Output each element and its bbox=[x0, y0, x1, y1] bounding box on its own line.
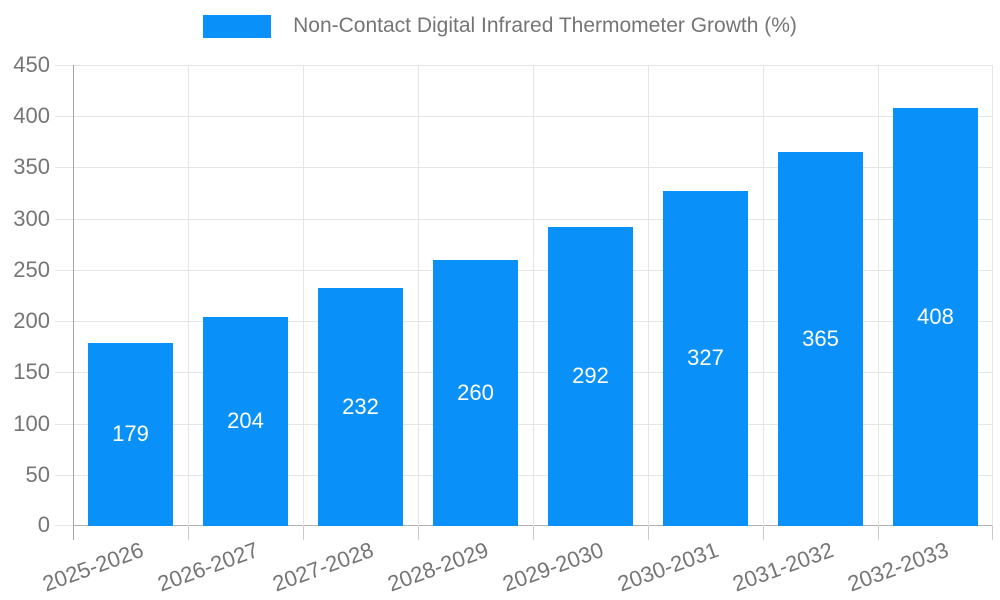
x-axis-label: 2029-2030 bbox=[499, 537, 608, 597]
h-gridline bbox=[73, 116, 993, 118]
x-tick-mark bbox=[533, 526, 534, 540]
legend[interactable]: Non-Contact Digital Infrared Thermometer… bbox=[0, 14, 1000, 38]
y-axis-label: 300 bbox=[13, 205, 50, 231]
bar-value-label: 365 bbox=[802, 326, 839, 352]
y-axis-label: 250 bbox=[13, 256, 50, 282]
y-axis-label: 200 bbox=[13, 308, 50, 334]
y-tick-mark bbox=[55, 474, 73, 476]
bar-value-label: 179 bbox=[112, 421, 149, 447]
x-axis-label: 2030-2031 bbox=[614, 537, 723, 597]
y-axis-label: 50 bbox=[25, 461, 50, 487]
x-axis-label: 2025-2026 bbox=[39, 537, 148, 597]
v-gridline bbox=[763, 65, 764, 526]
bar-value-label: 204 bbox=[227, 408, 264, 434]
x-tick-mark bbox=[763, 526, 764, 540]
y-tick-mark bbox=[55, 423, 73, 425]
h-gridline bbox=[73, 65, 993, 66]
x-tick-mark bbox=[878, 526, 879, 540]
x-axis-label: 2027-2028 bbox=[269, 537, 378, 597]
v-gridline bbox=[418, 65, 419, 526]
y-tick-mark bbox=[55, 269, 73, 271]
y-axis-label: 150 bbox=[13, 359, 50, 385]
y-tick-mark bbox=[55, 525, 73, 526]
y-tick-mark bbox=[55, 321, 73, 323]
bar-value-label: 260 bbox=[457, 379, 494, 405]
bar[interactable]: 179 bbox=[88, 342, 173, 526]
y-axis-label: 350 bbox=[13, 154, 50, 180]
y-axis-label: 450 bbox=[13, 52, 50, 77]
bar-value-label: 408 bbox=[917, 304, 954, 329]
v-gridline bbox=[533, 65, 534, 526]
y-axis-label: 100 bbox=[13, 410, 50, 436]
legend-label: Non-Contact Digital Infrared Thermometer… bbox=[293, 14, 797, 37]
x-tick-mark bbox=[648, 526, 649, 540]
y-tick-mark bbox=[55, 372, 73, 374]
v-gridline bbox=[992, 65, 993, 526]
y-axis-label: 0 bbox=[37, 512, 50, 537]
y-tick-mark bbox=[55, 116, 73, 118]
bar[interactable]: 292 bbox=[548, 226, 633, 526]
bar-value-label: 292 bbox=[572, 363, 609, 389]
bar[interactable]: 408 bbox=[893, 108, 978, 526]
x-tick-mark bbox=[992, 526, 993, 540]
v-gridline bbox=[188, 65, 189, 526]
y-tick-mark bbox=[55, 167, 73, 169]
y-tick-mark bbox=[55, 218, 73, 220]
x-tick-mark bbox=[418, 526, 419, 540]
y-tick-mark bbox=[55, 65, 73, 66]
x-tick-mark bbox=[303, 526, 304, 540]
bar[interactable]: 204 bbox=[203, 317, 288, 526]
x-tick-mark bbox=[188, 526, 189, 540]
bar-value-label: 232 bbox=[342, 394, 379, 420]
x-axis-label: 2032-2033 bbox=[844, 537, 953, 597]
bar[interactable]: 232 bbox=[318, 288, 403, 526]
bar[interactable]: 327 bbox=[663, 191, 748, 526]
bar-value-label: 327 bbox=[687, 345, 724, 371]
v-gridline bbox=[303, 65, 304, 526]
bar[interactable]: 260 bbox=[433, 259, 518, 526]
v-gridline bbox=[648, 65, 649, 526]
x-axis-label: 2026-2027 bbox=[154, 537, 263, 597]
x-axis-label: 2031-2032 bbox=[729, 537, 838, 597]
v-gridline bbox=[878, 65, 879, 526]
x-axis-label: 2028-2029 bbox=[384, 537, 493, 597]
y-axis-line bbox=[73, 65, 74, 540]
y-axis-label: 400 bbox=[13, 103, 50, 129]
plot-area: 0 50 100 150 200 250 300 350 400 450 179 204 232 260 2… bbox=[13, 54, 993, 596]
bar[interactable]: 365 bbox=[778, 152, 863, 526]
legend-swatch bbox=[203, 14, 272, 38]
